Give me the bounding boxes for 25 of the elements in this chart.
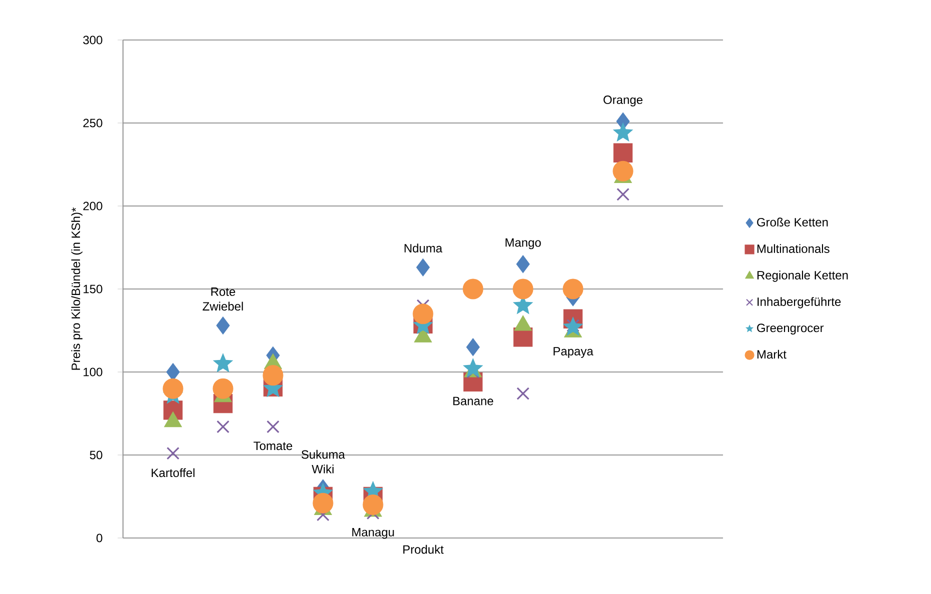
y-tick-label: 100 <box>84 368 102 376</box>
x-tick-label: Managu <box>352 528 394 539</box>
y-tick-label: 200 <box>83 202 102 210</box>
y-tick-label: 0 <box>96 534 102 542</box>
legend-label: Regionale Ketten <box>757 270 848 282</box>
x-tick-label: Orange <box>604 96 642 106</box>
y-tick-label: 150 <box>84 284 102 294</box>
y-tick-label: 300 <box>83 36 102 44</box>
legend-label: Große Ketten <box>757 218 828 226</box>
x-axis-title: Produkt <box>403 544 444 554</box>
legend-label: Markt <box>757 350 786 359</box>
y-axis-title: Preis pro Kilo/Bündel (in KSh)* <box>71 208 82 370</box>
x-tick-label: Rote Zwiebel <box>202 288 243 311</box>
legend-label: Multinationals <box>757 244 830 253</box>
y-tick-label: 50 <box>90 450 102 460</box>
x-tick-label: Sukuma Wiki <box>302 450 346 474</box>
y-tick-label: 250 <box>83 118 102 128</box>
x-tick-label: Papaya <box>554 347 594 358</box>
x-tick-label: Banane <box>453 396 494 406</box>
legend-label: Inhabergeführte <box>758 297 841 308</box>
x-tick-label: Mango <box>506 238 541 250</box>
x-tick-label: Kartoffel <box>152 468 194 478</box>
x-tick-label: Tomate <box>254 442 292 450</box>
x-tick-label: Nduma <box>404 244 442 252</box>
legend-label: Greengrocer <box>757 324 824 335</box>
